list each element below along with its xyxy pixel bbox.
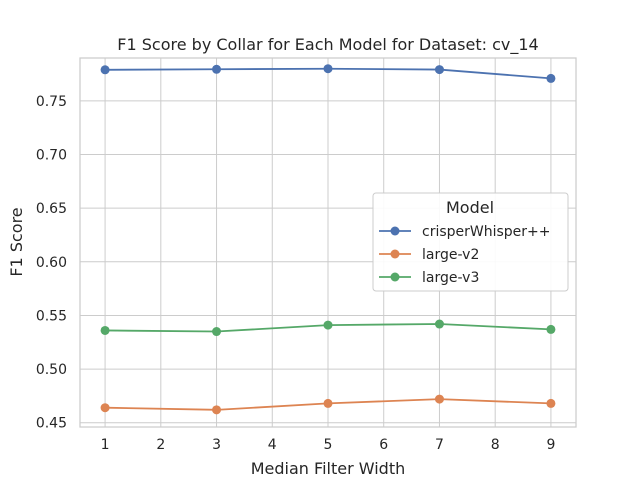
series-crisperWhisper++ xyxy=(100,64,556,83)
y-tick-label: 0.45 xyxy=(36,416,67,432)
data-point xyxy=(212,64,222,74)
x-tick-label: 6 xyxy=(379,437,388,453)
legend-title: Model xyxy=(446,198,494,217)
legend-marker xyxy=(390,249,400,259)
legend-label: large-v2 xyxy=(422,247,479,263)
grid xyxy=(80,58,576,427)
legend-marker xyxy=(390,226,400,236)
y-tick-label: 0.75 xyxy=(36,94,67,110)
data-point xyxy=(100,403,110,413)
data-point xyxy=(434,65,444,75)
y-tick-label: 0.70 xyxy=(36,148,67,164)
y-ticks: 0.45 0.50 0.55 0.60 0.65 0.70 0.75 xyxy=(36,94,67,432)
data-point xyxy=(323,398,333,408)
data-point xyxy=(323,64,333,74)
x-tick-label: 1 xyxy=(101,437,110,453)
y-tick-label: 0.50 xyxy=(36,362,67,378)
data-point xyxy=(546,73,556,83)
y-tick-label: 0.55 xyxy=(36,308,67,324)
legend: Model crisperWhisper++ large-v2 large-v3 xyxy=(372,192,569,292)
legend-item: crisperWhisper++ xyxy=(379,224,551,240)
legend-item: large-v3 xyxy=(379,270,479,286)
data-point xyxy=(100,65,110,75)
x-tick-label: 5 xyxy=(324,437,333,453)
data-point xyxy=(323,320,333,330)
y-tick-label: 0.65 xyxy=(36,201,67,217)
series-large-v3 xyxy=(100,319,556,337)
data-point xyxy=(546,324,556,334)
x-tick-label: 8 xyxy=(491,437,500,453)
x-tick-label: 3 xyxy=(212,437,221,453)
legend-item: large-v2 xyxy=(379,247,479,263)
data-point xyxy=(434,319,444,329)
data-point xyxy=(100,325,110,335)
legend-items: crisperWhisper++ large-v2 large-v3 xyxy=(379,224,551,286)
x-tick-label: 2 xyxy=(156,437,165,453)
data-point xyxy=(212,327,222,337)
data-point xyxy=(434,394,444,404)
legend-box xyxy=(372,192,569,292)
x-ticks: 1 2 3 4 5 6 7 8 9 xyxy=(101,437,556,453)
x-axis-label: Median Filter Width xyxy=(251,459,405,478)
chart-title: F1 Score by Collar for Each Model for Da… xyxy=(117,35,538,55)
data-point xyxy=(546,398,556,408)
series-layer xyxy=(100,64,556,415)
data-point xyxy=(212,405,222,415)
x-tick-label: 7 xyxy=(435,437,444,453)
y-tick-label: 0.60 xyxy=(36,255,67,271)
legend-label: crisperWhisper++ xyxy=(422,224,551,240)
series-large-v2 xyxy=(100,394,556,415)
y-axis-label: F1 Score xyxy=(7,207,26,276)
plot-border xyxy=(79,57,577,428)
legend-label: large-v3 xyxy=(422,270,479,286)
x-tick-label: 4 xyxy=(268,437,277,453)
legend-marker xyxy=(390,272,400,282)
x-tick-label: 9 xyxy=(546,437,555,453)
